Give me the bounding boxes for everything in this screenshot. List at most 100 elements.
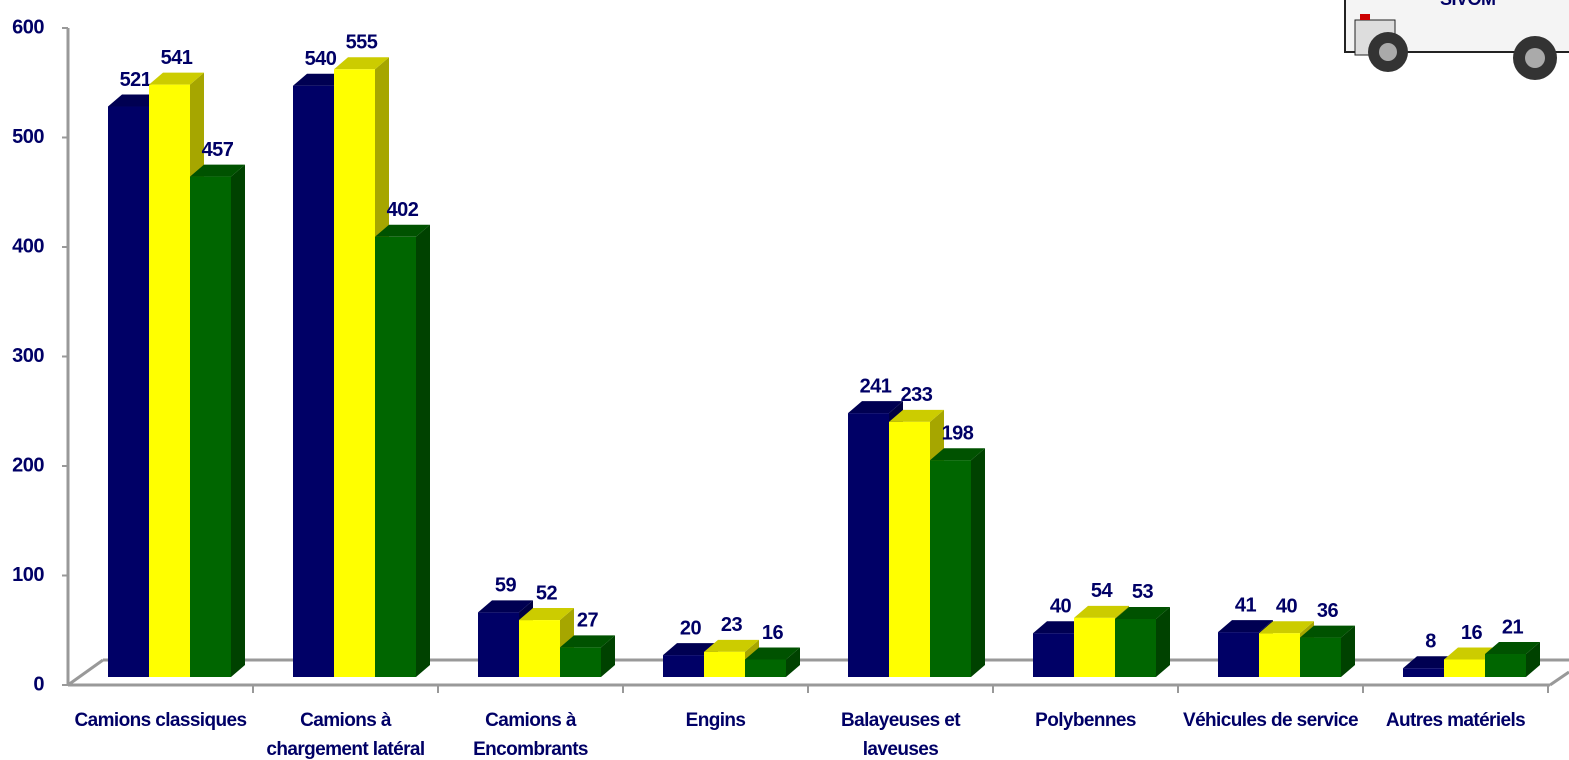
bar: [1485, 642, 1540, 677]
bar-side: [1341, 625, 1355, 677]
bar-front: [190, 176, 231, 677]
bar-front: [1300, 637, 1341, 677]
x-tick-label: Camions à Encombrants: [473, 710, 588, 760]
y-tick-label: 100: [12, 564, 44, 586]
bar-front: [1485, 654, 1526, 677]
bar-top: [745, 647, 800, 660]
bar-front: [745, 659, 786, 677]
y-tick-label: 300: [12, 345, 44, 367]
x-tick-label: Camions classiques: [74, 710, 247, 731]
value-label: 53: [1132, 581, 1154, 603]
value-label: 402: [387, 199, 419, 221]
value-label: 16: [762, 622, 784, 644]
bar-top: [334, 57, 389, 70]
bar-top: [375, 224, 430, 237]
bar-front: [108, 106, 149, 677]
value-label: 457: [202, 139, 234, 161]
bar-side: [971, 448, 985, 677]
bar-front: [1115, 618, 1156, 677]
value-label: 555: [346, 32, 378, 54]
bar-top: [930, 448, 985, 461]
value-label: 54: [1091, 580, 1114, 602]
bar-front: [149, 84, 190, 678]
floor-edge: [1549, 670, 1569, 687]
bar-front: [1074, 617, 1115, 677]
y-tick-label: 0: [33, 673, 44, 695]
bar-front: [889, 421, 930, 677]
value-label: 16: [1461, 622, 1483, 644]
y-tick-label: 200: [12, 454, 44, 476]
value-label: 23: [721, 614, 743, 636]
value-label: 521: [120, 69, 152, 91]
bar: [745, 647, 800, 677]
floor: [68, 660, 1569, 685]
value-label: 40: [1050, 595, 1072, 617]
bar-side: [786, 647, 800, 677]
bar: [375, 224, 430, 677]
value-label: 59: [495, 575, 517, 597]
bar-top: [1115, 606, 1170, 619]
bar-front: [1259, 633, 1300, 677]
bar-top: [848, 401, 903, 414]
value-label: 20: [680, 617, 702, 639]
value-label: 21: [1502, 616, 1524, 638]
bar: [1115, 606, 1170, 677]
bar-top: [1300, 625, 1355, 638]
bar-front: [1033, 633, 1074, 677]
bar-top: [704, 639, 759, 652]
y-tick-label: 400: [12, 235, 44, 257]
logo: SIVOM: [1344, 0, 1569, 80]
bar-top: [560, 635, 615, 648]
bar-side: [1526, 642, 1540, 677]
bar-top: [190, 164, 245, 177]
value-label: 36: [1317, 600, 1339, 622]
bar: [190, 164, 245, 677]
bar-front: [478, 612, 519, 677]
value-label: 541: [161, 47, 193, 69]
bar: [930, 448, 985, 677]
bar-top: [1074, 605, 1129, 618]
x-tick-label: Balayeuses et laveuses: [841, 710, 961, 760]
bar-front: [293, 85, 334, 677]
value-label: 540: [305, 48, 337, 70]
bar-top: [1218, 620, 1273, 633]
bar-front: [519, 620, 560, 677]
value-label: 198: [942, 422, 974, 444]
bar-top: [1259, 621, 1314, 634]
x-tick-label: Polybennes: [1035, 710, 1136, 731]
bar-front: [375, 236, 416, 677]
bar-top: [478, 600, 533, 613]
bar-front: [663, 655, 704, 677]
value-label: 241: [860, 375, 892, 397]
bar-side: [1156, 606, 1170, 677]
value-label: 52: [536, 582, 558, 604]
bar-front: [930, 460, 971, 677]
x-tick-label: Engins: [685, 710, 746, 731]
y-tick-label: 500: [12, 126, 44, 148]
bar-front: [848, 413, 889, 677]
x-tick-label: Camions à chargement latéral: [266, 710, 425, 760]
bar-top: [889, 409, 944, 422]
bar-top: [519, 608, 574, 621]
value-label: 233: [901, 384, 933, 406]
bar-front: [1218, 632, 1259, 677]
bar-front: [1403, 668, 1444, 677]
bar-top: [1485, 642, 1540, 655]
value-label: 8: [1425, 631, 1436, 653]
x-tick-label: Autres matériels: [1385, 710, 1526, 731]
bar: [560, 635, 615, 677]
x-tick-label: Véhicules de service: [1183, 710, 1359, 731]
bar-top: [149, 72, 204, 85]
value-label: 27: [577, 610, 599, 632]
bar: [1300, 625, 1355, 677]
value-label: 41: [1235, 594, 1257, 616]
bar-front: [704, 651, 745, 677]
y-tick-label: 600: [12, 16, 44, 38]
floor-edge: [67, 658, 104, 687]
logo-text: SIVOM: [1440, 0, 1496, 9]
bar-side: [601, 635, 615, 677]
value-label: 40: [1276, 595, 1298, 617]
bar-front: [1444, 659, 1485, 677]
